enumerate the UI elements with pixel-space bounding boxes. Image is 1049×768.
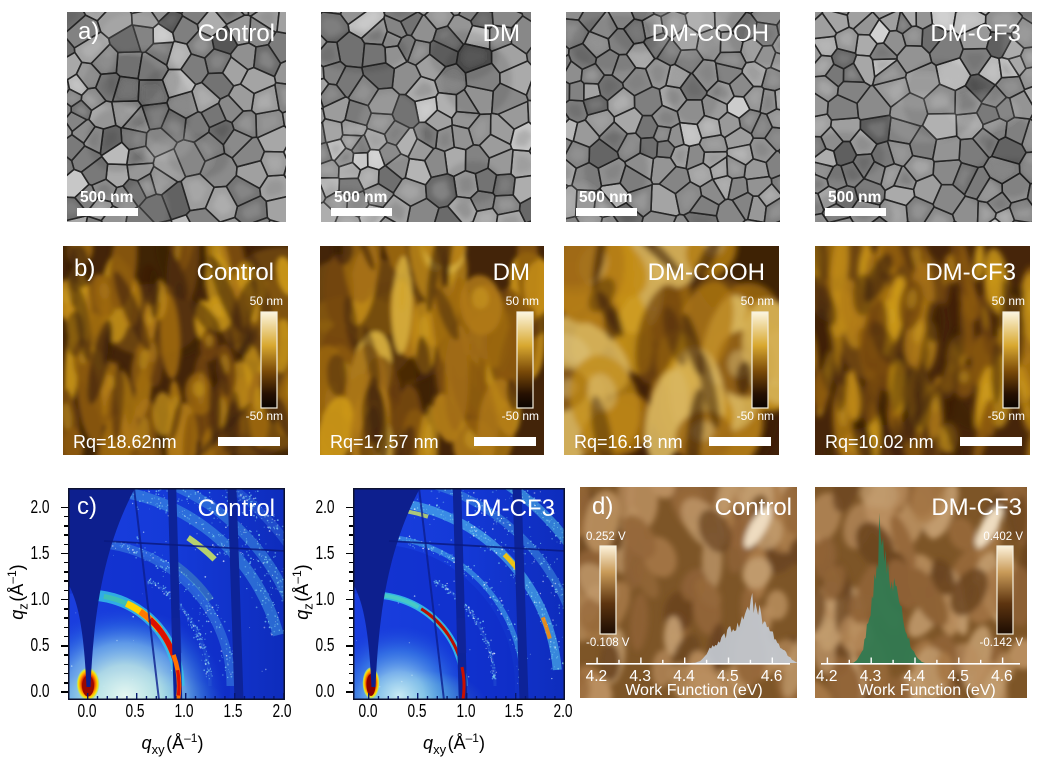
svg-text:-50 nm: -50 nm [737,409,774,423]
svg-text:DM: DM [483,20,520,47]
svg-text:50 nm: 50 nm [506,294,539,308]
svg-text:Control: Control [715,494,792,521]
svg-text:DM-COOH: DM-COOH [648,259,765,286]
svg-text:4.4: 4.4 [904,668,926,685]
svg-text:DM-CF3: DM-CF3 [931,494,1022,521]
svg-text:4.5: 4.5 [717,668,739,685]
svg-text:50 nm: 50 nm [250,294,283,308]
svg-text:Rq=17.57 nm: Rq=17.57 nm [330,432,439,452]
svg-text:500 nm: 500 nm [80,189,133,206]
svg-text:0.252 V: 0.252 V [586,531,626,543]
svg-text:Control: Control [197,259,274,286]
svg-text:50 nm: 50 nm [741,294,774,308]
svg-text:Work Function (eV): Work Function (eV) [858,682,996,698]
svg-text:-50 nm: -50 nm [246,409,283,423]
svg-text:Rq=10.02 nm: Rq=10.02 nm [825,432,934,452]
svg-text:4.6: 4.6 [991,668,1013,685]
svg-text:500 nm: 500 nm [334,189,387,206]
svg-text:Rq=16.18 nm: Rq=16.18 nm [574,432,683,452]
svg-text:4.2: 4.2 [586,668,608,685]
svg-text:d): d) [592,493,613,520]
svg-text:-50 nm: -50 nm [502,409,539,423]
svg-text:b): b) [74,255,95,282]
svg-text:4.3: 4.3 [860,668,882,685]
svg-text:500 nm: 500 nm [828,189,881,206]
svg-text:DM-CF3: DM-CF3 [464,495,555,522]
svg-text:Control: Control [198,20,275,47]
svg-text:-0.108 V: -0.108 V [586,637,630,649]
svg-text:500 nm: 500 nm [579,189,632,206]
svg-text:Control: Control [198,495,275,522]
svg-text:50 nm: 50 nm [992,294,1025,308]
svg-text:DM: DM [493,259,530,286]
svg-text:0.402 V: 0.402 V [983,531,1023,543]
svg-text:4.5: 4.5 [947,668,969,685]
svg-text:4.3: 4.3 [629,668,651,685]
svg-text:DM-CF3: DM-CF3 [925,259,1016,286]
svg-text:4.6: 4.6 [761,668,783,685]
svg-text:a): a) [78,18,99,45]
svg-text:DM-CF3: DM-CF3 [930,20,1021,47]
svg-text:c): c) [77,493,97,520]
svg-text:-50 nm: -50 nm [988,409,1025,423]
svg-text:4.4: 4.4 [673,668,695,685]
svg-text:Work Function (eV): Work Function (eV) [625,682,763,698]
svg-text:Rq=18.62nm: Rq=18.62nm [73,432,177,452]
svg-text:4.2: 4.2 [816,668,838,685]
svg-text:DM-COOH: DM-COOH [652,20,769,47]
svg-text:-0.142 V: -0.142 V [980,637,1024,649]
